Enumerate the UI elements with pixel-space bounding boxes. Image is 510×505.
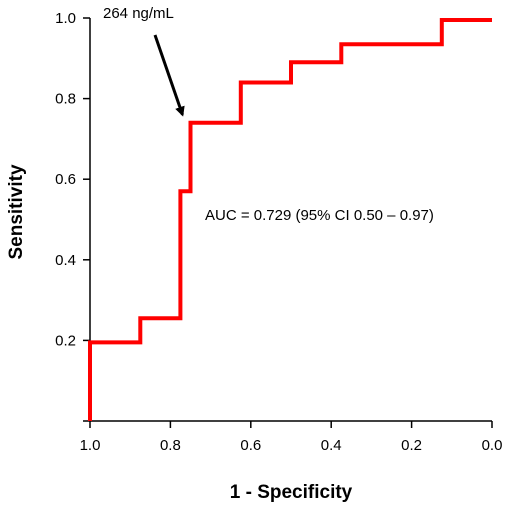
roc-curve xyxy=(88,18,492,421)
x-tick-label: 0.4 xyxy=(321,437,342,454)
x-tick-label: 0.8 xyxy=(160,437,181,454)
x-tick-label: 0.6 xyxy=(240,437,261,454)
y-tick-label: 0.2 xyxy=(55,332,76,349)
x-tick-label: 0.2 xyxy=(401,437,422,454)
auc-annotation: AUC = 0.729 (95% CI 0.50 – 0.97) xyxy=(205,207,434,224)
cutoff-label: 264 ng/mL xyxy=(103,5,174,22)
x-axis-title: 1 - Specificity xyxy=(230,482,353,503)
y-tick-label: 1.0 xyxy=(55,10,76,27)
y-tick-label: 0.6 xyxy=(55,171,76,188)
y-tick-label: 0.8 xyxy=(55,91,76,108)
y-axis-title: Sensitivity xyxy=(6,164,27,259)
cutoff-arrow xyxy=(153,34,185,117)
x-tick-label: 0.0 xyxy=(482,437,503,454)
x-ticks: 1.0 0.8 0.6 0.4 0.2 0.0 xyxy=(80,421,503,454)
y-tick-label: 0.4 xyxy=(55,252,76,269)
x-tick-label: 1.0 xyxy=(80,437,101,454)
y-ticks: 0.2 0.4 0.6 0.8 1.0 xyxy=(55,10,90,422)
